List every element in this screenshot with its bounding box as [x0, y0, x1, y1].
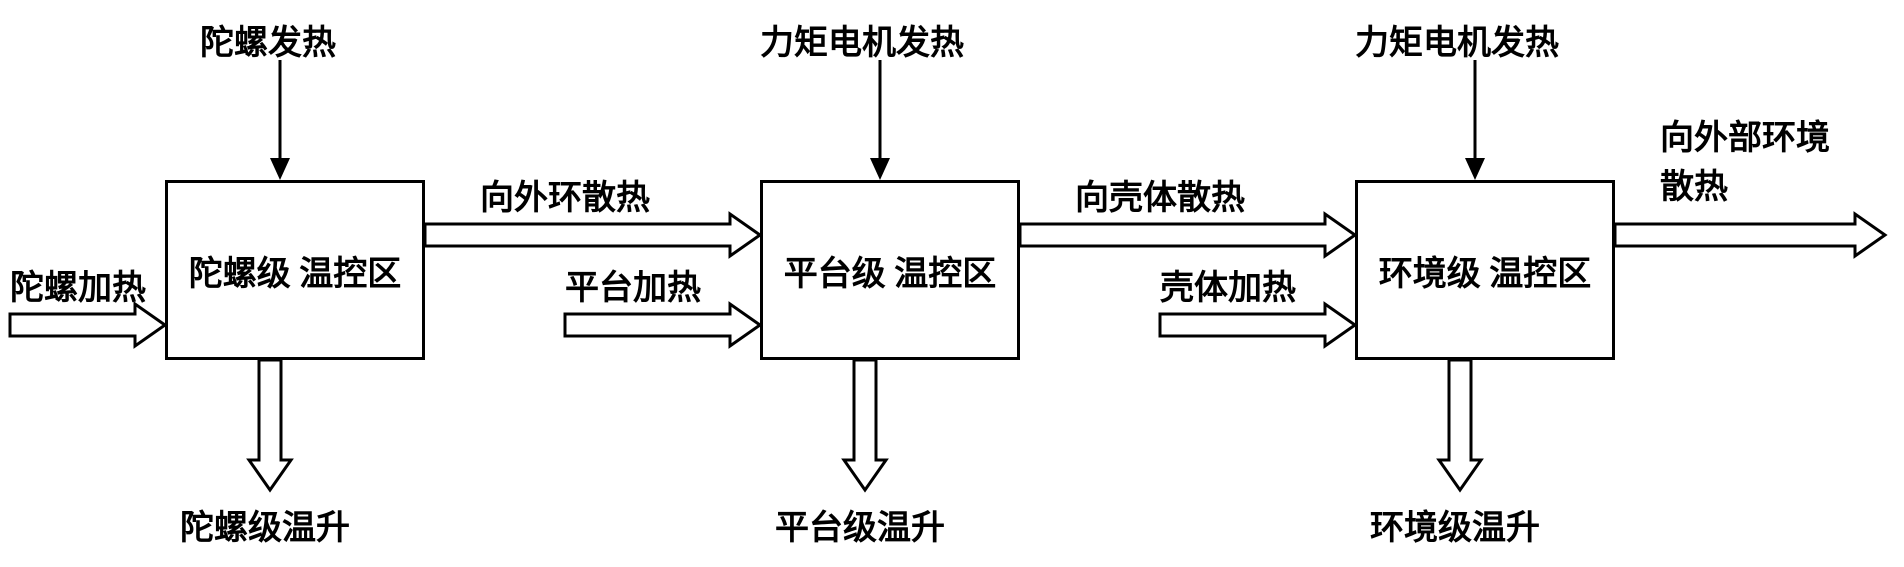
box-environment: 环境级 温控区 [1355, 180, 1615, 360]
arrow-env-heat-in [1460, 60, 1490, 180]
box-gyro: 陀螺级 温控区 [165, 180, 425, 360]
arrow-gyro-rise-out [245, 360, 295, 490]
arrow-gyro-to-platform [425, 210, 760, 260]
arrow-gyro-heating-in [10, 300, 165, 350]
arrow-platform-heating-in [565, 300, 760, 350]
label-platform-heat-source: 力矩电机发热 [760, 15, 964, 64]
arrow-gyro-heat-in [265, 60, 295, 180]
label-env-heat-source: 力矩电机发热 [1355, 15, 1559, 64]
label-env-rise: 环境级温升 [1370, 500, 1540, 549]
arrow-platform-rise-out [840, 360, 890, 490]
label-gyro-heat-source: 陀螺发热 [200, 15, 336, 64]
arrow-platform-to-env [1020, 210, 1355, 260]
box-platform: 平台级 温控区 [760, 180, 1020, 360]
arrow-env-rise-out [1435, 360, 1485, 490]
label-platform-rise: 平台级温升 [775, 500, 945, 549]
box-environment-label: 环境级 温控区 [1379, 246, 1592, 295]
arrow-shell-heating-in [1160, 300, 1355, 350]
arrow-platform-heat-in [865, 60, 895, 180]
box-platform-label: 平台级 温控区 [784, 246, 997, 295]
label-env-out: 向外部环境 散热 [1660, 110, 1830, 208]
arrow-env-to-outside [1615, 210, 1885, 260]
label-gyro-rise: 陀螺级温升 [180, 500, 350, 549]
box-gyro-label: 陀螺级 温控区 [189, 246, 402, 295]
